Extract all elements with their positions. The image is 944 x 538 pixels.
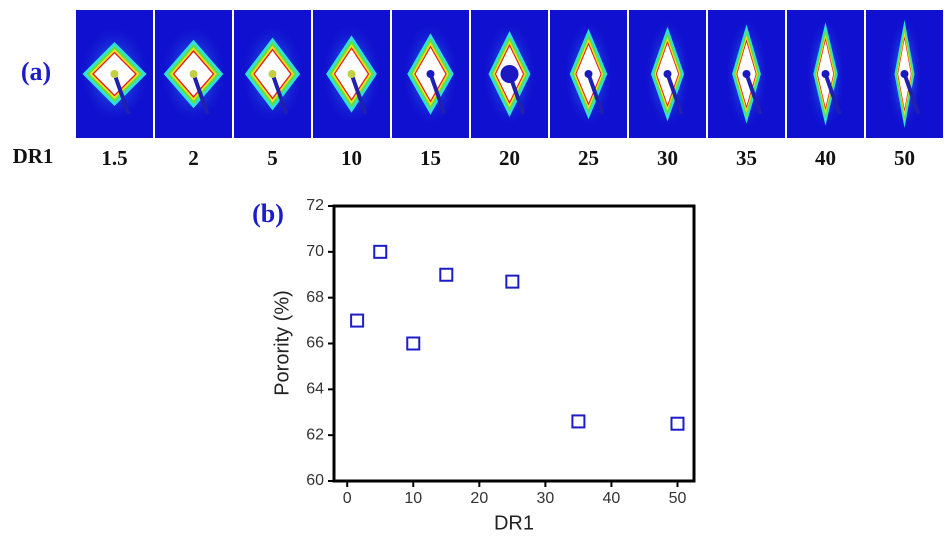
beam-center <box>348 70 356 78</box>
marker <box>671 418 683 430</box>
marker <box>572 415 584 427</box>
y-tick-label: 68 <box>306 289 324 306</box>
y-tick-label: 64 <box>306 381 324 398</box>
dr-label: 10 <box>341 146 362 170</box>
image-strip <box>76 10 943 138</box>
dr-label: 5 <box>267 146 278 170</box>
saxs-image <box>234 10 311 138</box>
marker <box>440 269 452 281</box>
beam-center <box>664 70 672 78</box>
x-tick-label: 20 <box>470 490 488 507</box>
marker <box>506 276 518 288</box>
x-tick-label: 40 <box>603 490 621 507</box>
dr-label: 15 <box>420 146 441 170</box>
dr-label: 50 <box>894 146 915 170</box>
saxs-image <box>550 10 627 138</box>
x-tick-label: 10 <box>404 490 422 507</box>
x-tick-label: 30 <box>536 490 554 507</box>
y-tick-label: 70 <box>306 243 324 260</box>
marker <box>351 315 363 327</box>
saxs-image <box>866 10 943 138</box>
beam-center <box>901 70 909 78</box>
saxs-image <box>392 10 469 138</box>
dr-label: 35 <box>736 146 757 170</box>
saxs-image <box>787 10 864 138</box>
saxs-image <box>76 10 153 138</box>
y-tick-label: 72 <box>306 197 324 214</box>
beam-center <box>269 70 277 78</box>
x-tick-label: 0 <box>343 490 352 507</box>
saxs-image <box>708 10 785 138</box>
dr-label: 20 <box>499 146 520 170</box>
x-tick-label: 50 <box>669 490 687 507</box>
saxs-image <box>155 10 232 138</box>
y-tick-label: 62 <box>306 426 324 443</box>
beam-center <box>743 70 751 78</box>
dr-label: 40 <box>815 146 836 170</box>
saxs-image <box>313 10 390 138</box>
y-axis-label: Porority (%) <box>271 290 293 396</box>
x-axis-label: DR1 <box>494 512 534 534</box>
marker <box>407 338 419 350</box>
panel-label: (b) <box>252 199 284 228</box>
beam-center <box>427 70 435 78</box>
beam-center <box>501 65 519 83</box>
row-label: DR1 <box>13 144 54 168</box>
beam-center <box>190 70 198 78</box>
saxs-image <box>471 10 548 138</box>
marker <box>374 246 386 258</box>
panel-label: (a) <box>21 57 51 86</box>
plot-frame <box>334 206 694 481</box>
y-tick-label: 66 <box>306 335 324 352</box>
y-tick-label: 60 <box>306 472 324 489</box>
dr-label: 2 <box>188 146 199 170</box>
beam-center <box>822 70 830 78</box>
dr-label: 1.5 <box>101 146 127 170</box>
saxs-image <box>629 10 706 138</box>
figure: (a) DR1 (b) DR1 Porority (%) 1.525101520… <box>0 0 944 538</box>
dr-label: 25 <box>578 146 599 170</box>
beam-center <box>585 70 593 78</box>
beam-center <box>111 70 119 78</box>
dr-label: 30 <box>657 146 678 170</box>
